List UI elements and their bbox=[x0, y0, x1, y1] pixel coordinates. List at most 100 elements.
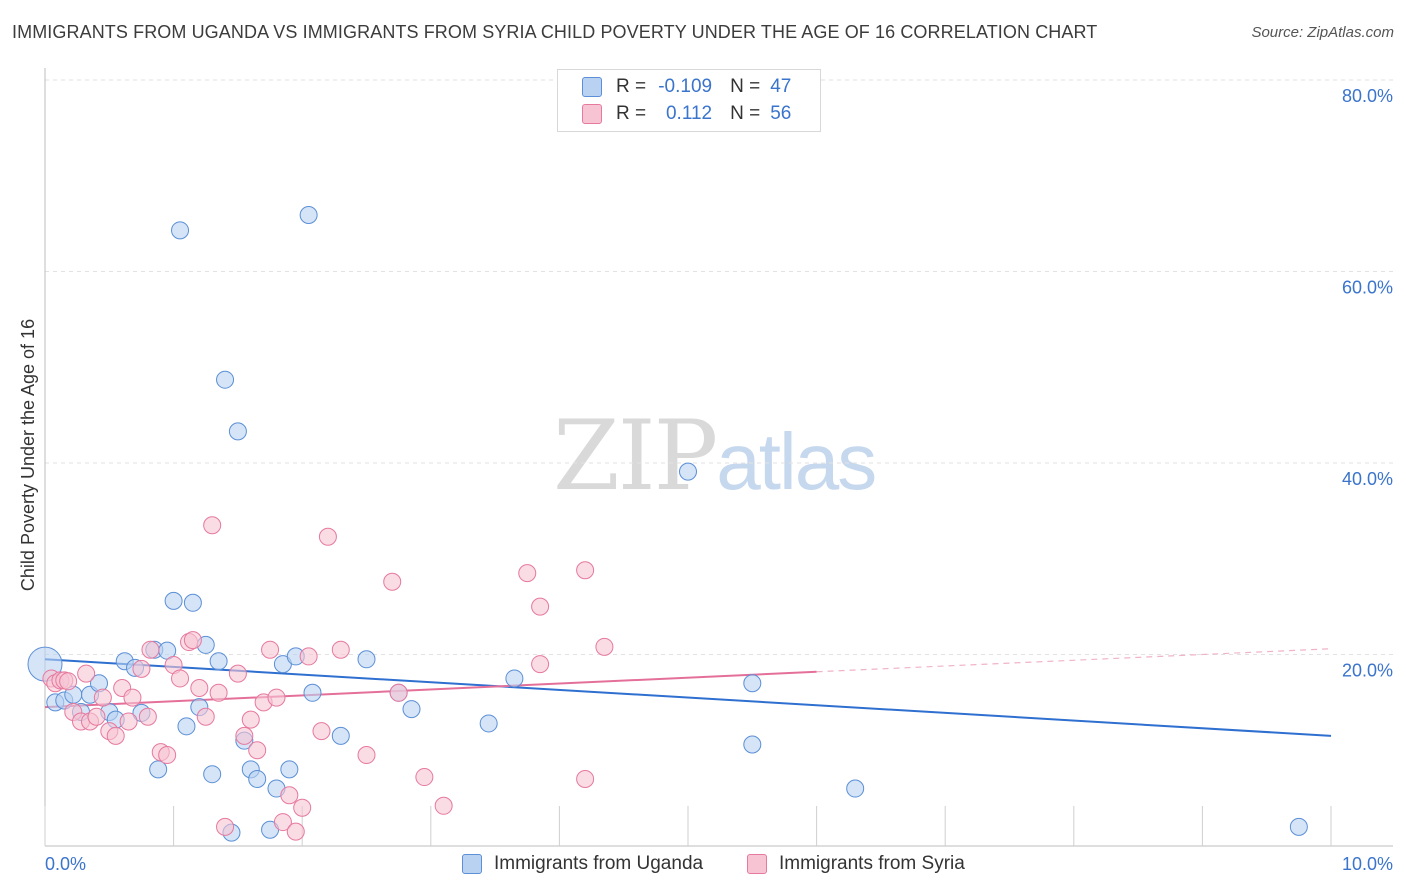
y-axis-label: Child Poverty Under the Age of 16 bbox=[18, 319, 38, 591]
uganda-point bbox=[177, 717, 196, 736]
uganda-point bbox=[331, 726, 350, 745]
legend-n-label: N = bbox=[730, 103, 761, 124]
legend-r-label: R = bbox=[616, 103, 647, 124]
uganda-point bbox=[203, 765, 222, 784]
y-tick-label: 40.0% bbox=[1342, 469, 1393, 489]
axis-labels: 20.0% 40.0% 60.0% 80.0% 0.0% 10.0% Child Pover… bbox=[18, 86, 1393, 874]
syria-point bbox=[531, 655, 550, 674]
syria-point bbox=[576, 561, 595, 580]
uganda-swatch bbox=[582, 77, 602, 97]
syria-point bbox=[299, 647, 318, 666]
syria-point bbox=[331, 640, 350, 659]
uganda-point bbox=[846, 779, 865, 798]
syria-trend-extension bbox=[816, 648, 1332, 673]
syria-point bbox=[158, 746, 177, 765]
syria-point bbox=[77, 664, 96, 683]
syria-point bbox=[59, 672, 78, 691]
uganda-point bbox=[303, 683, 322, 702]
syria-point bbox=[595, 637, 614, 656]
syria-point bbox=[216, 817, 235, 836]
syria-trend-line bbox=[44, 670, 817, 709]
uganda-trend-line bbox=[44, 658, 1332, 737]
syria-point bbox=[93, 688, 112, 707]
source-label: Source: ZipAtlas.com bbox=[1251, 24, 1394, 41]
syria-point bbox=[171, 669, 190, 688]
uganda-point bbox=[209, 652, 228, 671]
chart-title: IMMIGRANTS FROM UGANDA VS IMMIGRANTS FRO… bbox=[12, 22, 1098, 42]
syria-point bbox=[235, 726, 254, 745]
syria-point bbox=[203, 516, 222, 535]
syria-point bbox=[389, 683, 408, 702]
uganda-point bbox=[743, 735, 762, 754]
syria-point bbox=[286, 822, 305, 841]
syria-point bbox=[190, 679, 209, 698]
syria-point bbox=[106, 726, 125, 745]
syria-point bbox=[248, 741, 267, 760]
watermark-zip: ZIP bbox=[553, 400, 718, 512]
watermark-atlas: atlas bbox=[716, 417, 877, 506]
uganda-point bbox=[743, 674, 762, 693]
axes bbox=[44, 68, 1393, 847]
syria-point bbox=[518, 564, 537, 583]
uganda-point bbox=[679, 462, 697, 481]
syria-point bbox=[228, 664, 247, 683]
grid-lines bbox=[45, 79, 1393, 655]
syria-point bbox=[267, 688, 286, 707]
syria-point bbox=[576, 769, 595, 788]
uganda-point bbox=[183, 593, 202, 612]
legend-row-uganda: R = -0.109 N = 47 bbox=[582, 75, 791, 99]
watermark: ZIPatlas bbox=[553, 400, 877, 512]
syria-point bbox=[87, 707, 106, 726]
syria-point bbox=[261, 640, 280, 659]
x-tick-label-min: 0.0% bbox=[45, 854, 86, 874]
syria-point bbox=[138, 707, 157, 726]
syria-legend-label: Immigrants from Syria bbox=[779, 853, 965, 874]
legend-row-syria: R = 0.112 N = 56 bbox=[582, 102, 791, 126]
x-tick-label-max: 10.0% bbox=[1342, 854, 1393, 874]
syria-point bbox=[434, 796, 453, 815]
uganda-point bbox=[228, 422, 247, 441]
uganda-legend-swatch bbox=[462, 854, 482, 874]
uganda-point bbox=[299, 206, 318, 225]
uganda-point bbox=[1289, 817, 1308, 836]
syria-point bbox=[209, 683, 228, 702]
syria-point bbox=[531, 597, 550, 616]
syria-point bbox=[312, 722, 331, 741]
uganda-point bbox=[149, 760, 168, 779]
syria-point bbox=[293, 798, 312, 817]
uganda-point bbox=[171, 221, 190, 240]
y-tick-label: 20.0% bbox=[1342, 661, 1393, 681]
bottom-legend-uganda: Immigrants from Uganda bbox=[462, 852, 703, 876]
syria-point bbox=[119, 712, 138, 731]
syria-legend-swatch bbox=[747, 854, 767, 874]
syria-point bbox=[141, 640, 160, 659]
uganda-point bbox=[505, 669, 524, 688]
correlation-legend: R = -0.109 N = 47 R = 0.112 N = 56 bbox=[557, 69, 821, 132]
syria-point bbox=[280, 786, 299, 805]
uganda-point bbox=[479, 714, 498, 733]
syria-point bbox=[273, 813, 292, 832]
bottom-legend-syria: Immigrants from Syria bbox=[747, 852, 965, 876]
legend-n-value: 56 bbox=[770, 103, 792, 124]
uganda-point bbox=[357, 650, 376, 669]
syria-point bbox=[183, 631, 202, 650]
uganda-point bbox=[280, 760, 299, 779]
syria-point bbox=[383, 572, 402, 591]
legend-r-value: 0.112 bbox=[665, 103, 713, 124]
syria-point bbox=[357, 746, 376, 765]
uganda-point bbox=[402, 700, 421, 719]
syria-point bbox=[318, 527, 337, 546]
syria-point bbox=[123, 688, 142, 707]
uganda-point bbox=[164, 591, 183, 610]
legend-n-label: N = bbox=[730, 76, 761, 97]
trend-lines bbox=[44, 648, 1332, 737]
syria-swatch bbox=[582, 104, 602, 124]
y-tick-label: 60.0% bbox=[1342, 278, 1393, 298]
data-points bbox=[27, 206, 1308, 842]
legend-r-label: R = bbox=[616, 76, 647, 97]
syria-point bbox=[132, 659, 151, 678]
uganda-legend-label: Immigrants from Uganda bbox=[494, 853, 704, 874]
legend-n-value: 47 bbox=[770, 76, 792, 97]
uganda-point bbox=[216, 370, 235, 389]
